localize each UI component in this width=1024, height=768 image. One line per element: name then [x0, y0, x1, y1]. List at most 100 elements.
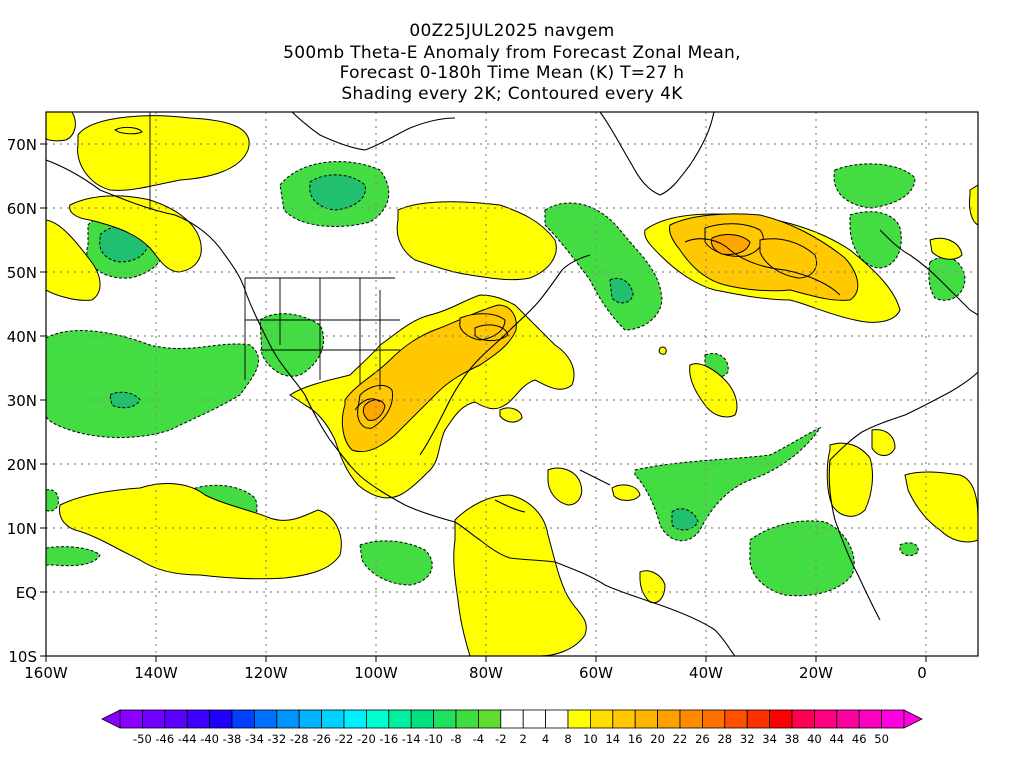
colorbar-swatch — [858, 709, 883, 729]
lon-label: 60W — [579, 664, 613, 682]
colorbar-label: -8 — [450, 732, 461, 746]
longitude-labels: 160W 140W 120W 100W 80W 60W 40W 20W 0 — [24, 664, 927, 682]
colorbar-label: 2 — [520, 732, 527, 746]
lon-label: 40W — [689, 664, 723, 682]
colorbar-label: 26 — [695, 732, 710, 746]
colorbar-label: 46 — [852, 732, 867, 746]
lon-label: 120W — [244, 664, 288, 682]
title-line-4: Shading every 2K; Contoured every 4K — [341, 84, 683, 104]
colorbar-label: -26 — [312, 732, 331, 746]
lon-label: 20W — [799, 664, 833, 682]
colorbar-label: 14 — [605, 732, 620, 746]
colorbar-labels: -50 -46 -44 -40 -38 -34 -32 -28 -26 -22 -20 -16 -14-… — [133, 732, 889, 746]
colorbar-left-arrow — [101, 709, 121, 729]
colorbar-swatch — [791, 709, 815, 729]
colorbar-label: -50 — [133, 732, 152, 746]
lat-label: 30N — [7, 392, 37, 410]
colorbar-swatch — [365, 709, 390, 729]
lon-label: 80W — [469, 664, 503, 682]
colorbar-swatch — [769, 709, 793, 729]
lat-label: EQ — [16, 584, 37, 602]
colorbar-label: 22 — [673, 732, 688, 746]
colorbar-swatch — [209, 709, 233, 729]
axis-ticks — [40, 143, 927, 662]
positive-anomaly-shading — [46, 112, 978, 656]
colorbar-label: 38 — [785, 732, 800, 746]
lat-label: 60N — [7, 200, 37, 218]
colorbar-label: 50 — [874, 732, 889, 746]
title-line-3: Forecast 0-180h Time Mean (K) T=27 h — [339, 63, 685, 83]
colorbar-swatch — [141, 709, 166, 729]
colorbar-swatch — [186, 709, 210, 729]
colorbar-label: -4 — [473, 732, 484, 746]
colorbar-swatch — [477, 709, 502, 729]
colorbar-swatch — [388, 709, 412, 729]
political-boundaries — [149, 112, 400, 390]
lat-label: 40N — [7, 328, 37, 346]
colorbar-swatch — [679, 709, 703, 729]
positive-anomaly-cores — [341, 213, 859, 453]
colorbar-swatch — [343, 709, 367, 729]
colorbar-swatch — [119, 709, 143, 729]
colorbar-label: 16 — [628, 732, 643, 746]
lat-label: 70N — [7, 136, 37, 154]
colorbar-swatch — [567, 709, 591, 729]
lon-label: 100W — [354, 664, 398, 682]
colorbar-swatch — [724, 709, 748, 729]
colorbar-label: -16 — [379, 732, 398, 746]
colorbar-swatch — [276, 709, 300, 729]
negative-anomaly-cores — [99, 174, 699, 531]
colorbar-swatch — [410, 709, 435, 729]
contour-lines — [114, 126, 841, 411]
colorbar-swatch — [298, 709, 323, 729]
colorbar-swatch — [836, 709, 860, 729]
colorbar-label: 34 — [762, 732, 777, 746]
colorbar-label: 40 — [807, 732, 822, 746]
graticule — [46, 112, 978, 656]
colorbar-label: 32 — [740, 732, 755, 746]
colorbar-swatch — [590, 709, 614, 729]
colorbar-swatch — [321, 709, 345, 729]
colorbar-label: -38 — [223, 732, 242, 746]
title-line-1: 00Z25JUL2025 navgem — [409, 21, 615, 41]
colorbar-swatch — [253, 709, 278, 729]
colorbar-label: -40 — [200, 732, 219, 746]
colorbar-swatch — [455, 709, 479, 729]
colorbar-swatch — [433, 709, 457, 729]
colorbar-label: -14 — [402, 732, 421, 746]
colorbar-label: -34 — [245, 732, 264, 746]
map-frame — [45, 111, 979, 657]
colorbar-swatch — [500, 709, 524, 729]
colorbar-swatch — [231, 709, 255, 729]
colorbar-swatch — [522, 709, 547, 729]
colorbar-label: -10 — [424, 732, 443, 746]
colorbar — [101, 709, 923, 729]
lon-label: 140W — [134, 664, 178, 682]
colorbar-swatch — [164, 709, 188, 729]
colorbar-label: 8 — [564, 732, 571, 746]
colorbar-label: 28 — [717, 732, 732, 746]
colorbar-swatch — [634, 709, 659, 729]
colorbar-swatch — [657, 709, 681, 729]
colorbar-label: 20 — [650, 732, 665, 746]
colorbar-swatch — [814, 709, 838, 729]
colorbar-label: 44 — [829, 732, 844, 746]
colorbar-swatch — [545, 709, 569, 729]
title-line-2: 500mb Theta-E Anomaly from Forecast Zona… — [283, 43, 741, 63]
lat-label: 10S — [8, 648, 37, 666]
colorbar-label: -32 — [267, 732, 286, 746]
lat-label: 20N — [7, 456, 37, 474]
colorbar-label: -46 — [155, 732, 174, 746]
colorbar-swatch — [746, 709, 771, 729]
colorbar-label: -20 — [357, 732, 376, 746]
colorbar-label: -2 — [495, 732, 506, 746]
lon-label: 0 — [917, 664, 927, 682]
map-plot-area — [46, 112, 978, 656]
colorbar-right-arrow — [903, 709, 923, 729]
colorbar-label: 10 — [583, 732, 598, 746]
colorbar-label: 4 — [542, 732, 549, 746]
lon-label: 160W — [24, 664, 68, 682]
colorbar-swatch — [702, 709, 726, 729]
lat-label: 50N — [7, 264, 37, 282]
